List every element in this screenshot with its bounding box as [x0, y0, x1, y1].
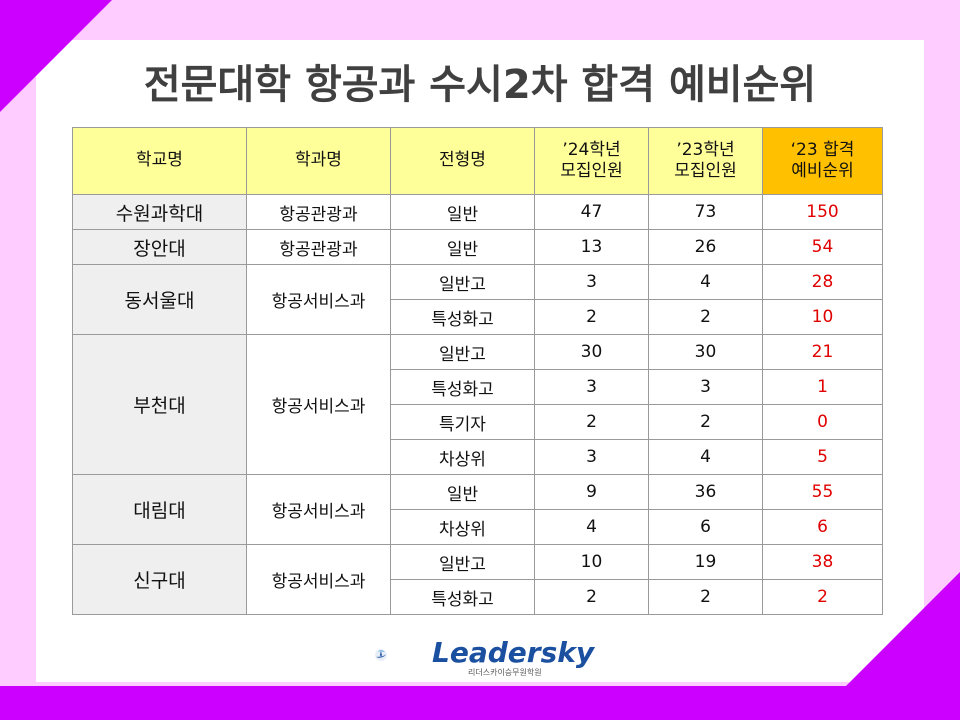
- frame-right-band: [924, 0, 960, 720]
- table-row: 특성화고 2 2 10: [73, 299, 883, 335]
- type-cell: 차상위: [390, 509, 535, 545]
- rank-cell: 1: [762, 369, 883, 405]
- quota-23-cell: 2: [648, 579, 763, 615]
- rank-cell: 5: [762, 439, 883, 475]
- type-cell: 일반: [390, 474, 535, 510]
- table-row: 장안대 항공관광과 일반 13 26 54: [72, 229, 883, 265]
- table-row: 특기자 2 2 0: [73, 404, 883, 440]
- rank-cell: 21: [762, 334, 883, 370]
- table-row: 수원과학대 항공관광과 일반 47 73 150: [72, 194, 883, 230]
- frame-top-band: [0, 0, 960, 40]
- dept-cell: 항공관광과: [246, 194, 391, 230]
- quota-24-cell: 3: [534, 439, 649, 475]
- type-cell: 일반: [390, 194, 535, 230]
- school-cell: 대림대: [72, 474, 247, 545]
- quota-23-cell: 2: [648, 299, 763, 335]
- table-row: 차상위 3 4 5: [73, 439, 883, 475]
- type-cell: 특기자: [390, 404, 535, 440]
- quota-24-cell: 2: [534, 579, 649, 615]
- header-waitlist-rank-line2: 예비순위: [791, 161, 854, 181]
- rank-cell: 150: [762, 194, 883, 230]
- rank-cell: 54: [762, 229, 883, 265]
- header-type: 전형명: [390, 127, 535, 195]
- quota-23-cell: 73: [648, 194, 763, 230]
- table-row: 특성화고 2 2 2: [73, 579, 883, 615]
- header-school: 학교명: [72, 127, 247, 195]
- table-row: 특성화고 3 3 1: [73, 369, 883, 405]
- rank-cell: 0: [762, 404, 883, 440]
- quota-23-cell: 30: [648, 334, 763, 370]
- quota-23-cell: 6: [648, 509, 763, 545]
- header-dept: 학과명: [246, 127, 391, 195]
- dept-cell: 항공서비스과: [246, 544, 391, 615]
- school-cell: 신구대: [72, 544, 247, 615]
- table-row: 신구대 항공서비스과 일반고 10 19 38: [72, 544, 883, 615]
- frame-left-band: [0, 0, 36, 720]
- rank-cell: 28: [762, 264, 883, 300]
- rank-cell: 2: [762, 579, 883, 615]
- quota-23-cell: 3: [648, 369, 763, 405]
- school-cell: 수원과학대: [72, 194, 247, 230]
- header-quota-23-line2: 모집인원: [674, 161, 737, 181]
- quota-24-cell: 2: [534, 299, 649, 335]
- dept-cell: 항공관광과: [246, 229, 391, 265]
- school-cell: 장안대: [72, 229, 247, 265]
- table-row: 동서울대 항공서비스과 일반고 3 4 28: [72, 264, 883, 335]
- quota-23-cell: 26: [648, 229, 763, 265]
- type-cell: 일반고: [390, 264, 535, 300]
- type-cell: 차상위: [390, 439, 535, 475]
- quota-23-cell: 2: [648, 404, 763, 440]
- quota-24-cell: 9: [534, 474, 649, 510]
- type-cell: 특성화고: [390, 299, 535, 335]
- rank-cell: 10: [762, 299, 883, 335]
- school-cell: 부천대: [72, 334, 247, 475]
- dept-cell: 항공서비스과: [246, 334, 391, 475]
- quota-24-cell: 13: [534, 229, 649, 265]
- header-quota-23-line1: ’23학년: [676, 139, 735, 160]
- header-quota-24-line1: ’24학년: [562, 139, 621, 160]
- type-cell: 특성화고: [390, 579, 535, 615]
- quota-23-cell: 4: [648, 264, 763, 300]
- logo-wordmark: Leadersky: [432, 636, 595, 669]
- quota-24-cell: 4: [534, 509, 649, 545]
- type-cell: 일반: [390, 229, 535, 265]
- quota-23-cell: 19: [648, 544, 763, 580]
- quota-24-cell: 3: [534, 369, 649, 405]
- header-quota-23: ’23학년 모집인원: [648, 127, 763, 195]
- header-row: 학교명 학과명 전형명 ’24학년 모집인원 ’23학년 모집인원 ‘23 합격 예비…: [72, 127, 883, 195]
- quota-24-cell: 10: [534, 544, 649, 580]
- type-cell: 일반고: [390, 544, 535, 580]
- leadersky-swoosh-icon: [375, 649, 387, 661]
- type-cell: 일반고: [390, 334, 535, 370]
- bottom-accent-bar: [0, 686, 960, 720]
- rank-cell: 55: [762, 474, 883, 510]
- school-cell: 동서울대: [72, 264, 247, 335]
- header-quota-24-line2: 모집인원: [560, 161, 623, 181]
- quota-24-cell: 3: [534, 264, 649, 300]
- table-row: 대림대 항공서비스과 일반 9 36 55: [72, 474, 883, 545]
- quota-24-cell: 47: [534, 194, 649, 230]
- quota-23-cell: 4: [648, 439, 763, 475]
- header-waitlist-rank: ‘23 합격 예비순위: [762, 127, 883, 195]
- page-title: 전문대학 항공과 수시2차 합격 예비순위: [143, 62, 817, 108]
- quota-24-cell: 2: [534, 404, 649, 440]
- logo-subtitle: 리더스카이승무원학원: [468, 668, 542, 677]
- table-row: 차상위 4 6 6: [73, 509, 883, 545]
- quota-24-cell: 30: [534, 334, 649, 370]
- corner-accent-top-left: [0, 0, 112, 112]
- header-waitlist-rank-line1: ‘23 합격: [790, 139, 855, 160]
- dept-cell: 항공서비스과: [246, 474, 391, 545]
- rank-cell: 6: [762, 509, 883, 545]
- corner-accent-bottom-right: [812, 572, 960, 720]
- header-quota-24: ’24학년 모집인원: [534, 127, 649, 195]
- rank-cell: 38: [762, 544, 883, 580]
- type-cell: 특성화고: [390, 369, 535, 405]
- table-row: 부천대 항공서비스과 일반고 30 30 21: [72, 334, 883, 475]
- quota-23-cell: 36: [648, 474, 763, 510]
- admission-table: 학교명 학과명 전형명 ’24학년 모집인원 ’23학년 모집인원 ‘23 합격 예비…: [72, 127, 883, 615]
- dept-cell: 항공서비스과: [246, 264, 391, 335]
